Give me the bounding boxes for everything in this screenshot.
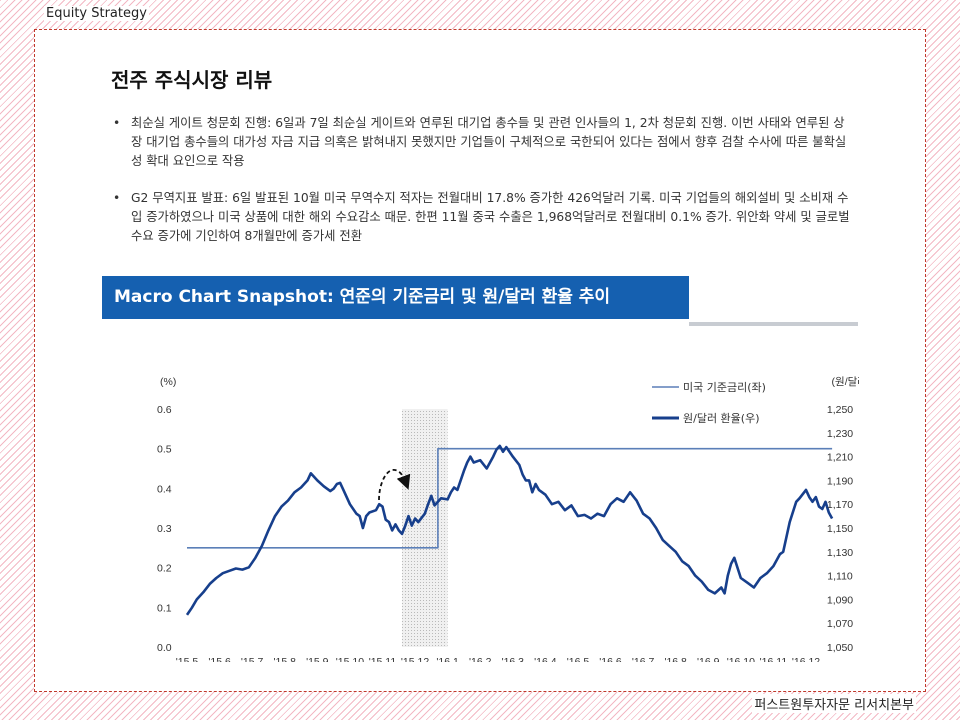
x-axis-tick: '16.1 — [436, 656, 459, 662]
x-axis-tick: '16.3 — [502, 656, 525, 662]
x-axis-tick: '15.9 — [306, 656, 329, 662]
legend-fx-label: 원/달러 환율(우) — [683, 412, 760, 425]
bullet-item: G2 무역지표 발표: 6일 발표된 10월 미국 무역수지 적자는 전월대비 … — [113, 189, 853, 246]
right-axis-tick: 1,170 — [827, 499, 853, 511]
left-axis-unit: (%) — [160, 376, 176, 388]
chart-banner: Macro Chart Snapshot: 연준의 기준금리 및 원/달러 환율… — [102, 276, 689, 319]
x-axis-tick: '16.9 — [697, 656, 720, 662]
banner-divider — [689, 322, 858, 326]
left-axis-tick: 0.5 — [157, 444, 172, 456]
legend: 미국 기준금리(좌) 원/달러 환율(우) — [652, 381, 766, 425]
x-axis-tick: '15.6 — [208, 656, 231, 662]
right-axis-tick: 1,230 — [827, 428, 853, 440]
series-line-fx — [185, 444, 834, 616]
right-axis-tick: 1,110 — [827, 571, 853, 583]
left-axis-tick: 0.4 — [157, 483, 172, 495]
highlight-period — [402, 409, 448, 647]
x-axis-tick: '16.11 — [760, 656, 788, 662]
x-axis-tick: '15.11 — [369, 656, 397, 662]
right-axis-tick: 1,210 — [827, 452, 853, 464]
x-axis-tick: '16.5 — [567, 656, 590, 662]
x-axis-tick: '16.2 — [469, 656, 492, 662]
footer-label: 퍼스트원투자자문 리서치본부 — [752, 694, 916, 713]
x-axis-tick: '15.12 — [401, 656, 429, 662]
trend-arrow-annotation — [378, 469, 411, 501]
right-axis-tick: 1,250 — [827, 404, 853, 416]
x-axis-tick: '15.7 — [241, 656, 264, 662]
left-axis-tick: 0.3 — [157, 523, 172, 535]
right-axis-tick: 1,190 — [827, 475, 853, 487]
right-axis-tick: 1,150 — [827, 523, 853, 535]
left-axis-tick: 0.1 — [157, 602, 172, 614]
content-frame: 전주 주식시장 리뷰 최순실 게이트 청문회 진행: 6일과 7일 최순실 게이… — [34, 29, 926, 692]
legend-rate-label: 미국 기준금리(좌) — [683, 381, 766, 394]
page-title: 전주 주식시장 리뷰 — [111, 68, 273, 92]
x-axis-tick: '16.7 — [632, 656, 655, 662]
chart-svg: '15.5 '15.6 '15.7 '15.8 '15.9 '15.10 '15.11 '15… — [157, 376, 859, 662]
x-axis-tick: '16.10 — [727, 656, 755, 662]
right-axis-tick: 1,050 — [827, 642, 853, 654]
left-axis-tick: 0.0 — [157, 642, 172, 654]
left-axis-tick: 0.2 — [157, 563, 172, 575]
bullet-item: 최순실 게이트 청문회 진행: 6일과 7일 최순실 게이트와 연루된 대기업 … — [113, 114, 853, 171]
series-line-rate — [187, 447, 833, 549]
brand-label: Equity Strategy — [44, 6, 149, 21]
x-axis-tick: '16.4 — [534, 656, 557, 662]
bullet-list: 최순실 게이트 청문회 진행: 6일과 7일 최순실 게이트와 연루된 대기업 … — [113, 114, 853, 264]
x-axis-tick: '15.5 — [176, 656, 199, 662]
x-axis-tick: '15.10 — [336, 656, 364, 662]
x-axis-tick: '16.12 — [792, 656, 820, 662]
right-axis-tick: 1,130 — [827, 547, 853, 559]
right-axis-tick: 1,070 — [827, 618, 853, 630]
macro-chart: '15.5 '15.6 '15.7 '15.8 '15.9 '15.10 '15.11 '15… — [102, 327, 859, 662]
left-axis-tick: 0.6 — [157, 404, 172, 416]
right-axis-unit: (원/달러) — [832, 376, 859, 388]
x-axis-tick: '16.8 — [664, 656, 687, 662]
x-axis-tick: '15.8 — [274, 656, 297, 662]
x-axis-tick: '16.6 — [599, 656, 622, 662]
right-axis-tick: 1,090 — [827, 594, 853, 606]
